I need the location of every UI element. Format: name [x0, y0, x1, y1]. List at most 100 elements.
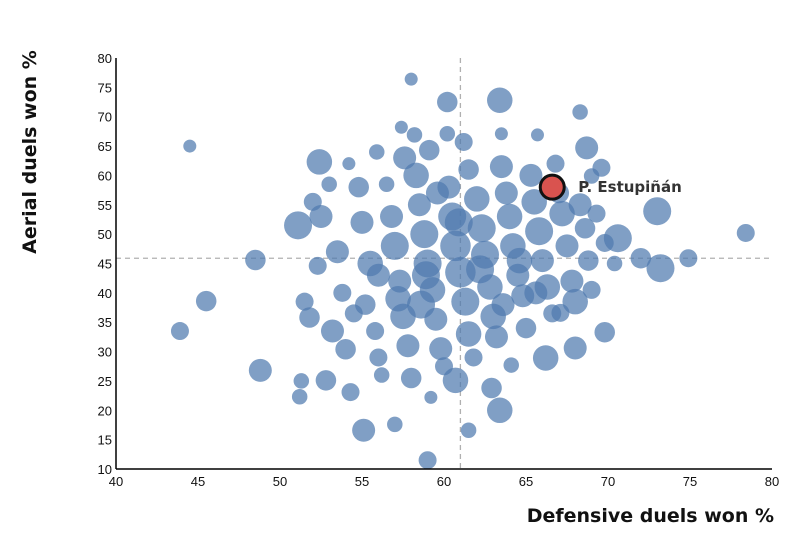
- data-point: [435, 357, 453, 376]
- data-point: [546, 154, 565, 173]
- y-tick-label: 55: [98, 198, 112, 213]
- data-point: [460, 422, 477, 438]
- data-point: [404, 72, 418, 86]
- x-tick-label: 45: [191, 474, 205, 489]
- data-point: [348, 176, 369, 198]
- x-axis-label: Defensive duels won %: [527, 505, 774, 527]
- data-point: [366, 263, 390, 287]
- x-tick-label: 80: [765, 474, 779, 489]
- x-tick-label: 50: [273, 474, 287, 489]
- data-point: [429, 337, 453, 361]
- y-tick-label: 60: [98, 168, 112, 183]
- data-point: [350, 210, 374, 234]
- data-point: [248, 358, 272, 382]
- data-point: [333, 283, 352, 302]
- y-tick-label: 50: [98, 227, 112, 242]
- data-point: [572, 104, 588, 120]
- data-point: [583, 168, 600, 184]
- data-point: [369, 348, 388, 367]
- data-point: [458, 159, 479, 180]
- y-tick-label: 20: [98, 403, 112, 418]
- data-point: [410, 220, 439, 249]
- data-point: [643, 197, 672, 226]
- data-point: [549, 200, 575, 227]
- data-point: [284, 211, 313, 240]
- data-point: [380, 231, 409, 260]
- y-tick-label: 15: [98, 433, 112, 448]
- data-point: [530, 249, 554, 273]
- data-point: [496, 203, 523, 230]
- data-point: [293, 373, 310, 389]
- data-point: [380, 205, 404, 229]
- data-point: [532, 345, 559, 371]
- data-point: [406, 127, 423, 143]
- data-point: [407, 193, 431, 217]
- data-point: [315, 370, 337, 391]
- data-point: [582, 280, 601, 299]
- data-point: [308, 256, 327, 275]
- data-point: [440, 230, 471, 262]
- y-tick-label: 25: [98, 374, 112, 389]
- data-point: [679, 249, 698, 268]
- data-point: [525, 217, 554, 246]
- data-point: [506, 247, 533, 274]
- data-point: [309, 205, 333, 229]
- data-point: [355, 294, 376, 315]
- data-point: [403, 162, 429, 189]
- data-point: [464, 186, 490, 212]
- data-point: [489, 155, 513, 179]
- data-point: [454, 132, 473, 151]
- data-point: [594, 321, 615, 343]
- y-axis-label: Aerial duels won %: [19, 50, 41, 254]
- data-point: [487, 397, 513, 424]
- data-point: [560, 269, 584, 293]
- x-tick-label: 60: [437, 474, 451, 489]
- data-point: [342, 157, 356, 171]
- y-tick-label: 65: [98, 139, 112, 154]
- data-point: [455, 321, 482, 347]
- y-tick-label: 45: [98, 257, 112, 272]
- data-point: [394, 120, 408, 134]
- y-tick-label: 80: [98, 51, 112, 66]
- data-point: [444, 208, 473, 237]
- y-tick-label: 30: [98, 345, 112, 360]
- data-point: [195, 290, 217, 312]
- highlight-label: P. Estupiñán: [578, 178, 682, 196]
- data-point: [407, 290, 436, 319]
- y-tick-label: 75: [98, 80, 112, 95]
- data-point: [630, 247, 652, 269]
- data-point: [396, 334, 420, 358]
- data-point: [464, 348, 483, 367]
- data-point: [400, 367, 422, 389]
- data-point: [568, 193, 592, 217]
- data-point: [424, 390, 438, 404]
- data-point: [299, 307, 320, 328]
- data-point: [245, 249, 266, 271]
- data-point: [503, 357, 519, 373]
- data-point: [425, 181, 449, 205]
- data-point: [543, 304, 562, 323]
- data-point: [587, 204, 606, 223]
- data-point: [467, 214, 496, 243]
- data-point: [369, 144, 385, 160]
- data-point: [320, 319, 344, 343]
- data-point: [487, 87, 513, 114]
- data-point: [595, 233, 614, 252]
- data-point: [530, 128, 544, 142]
- highlight-point: [538, 173, 566, 201]
- x-tick-label: 55: [355, 474, 369, 489]
- data-point: [646, 254, 675, 283]
- data-point: [494, 181, 518, 205]
- data-point: [352, 418, 376, 442]
- data-point: [418, 139, 440, 161]
- data-point: [411, 261, 440, 290]
- data-point: [341, 383, 360, 402]
- data-point: [519, 163, 543, 187]
- data-point: [555, 234, 579, 258]
- x-tick-label: 40: [109, 474, 123, 489]
- data-point: [325, 240, 349, 264]
- data-point: [378, 176, 395, 192]
- data-point: [515, 317, 537, 339]
- data-point: [574, 218, 596, 239]
